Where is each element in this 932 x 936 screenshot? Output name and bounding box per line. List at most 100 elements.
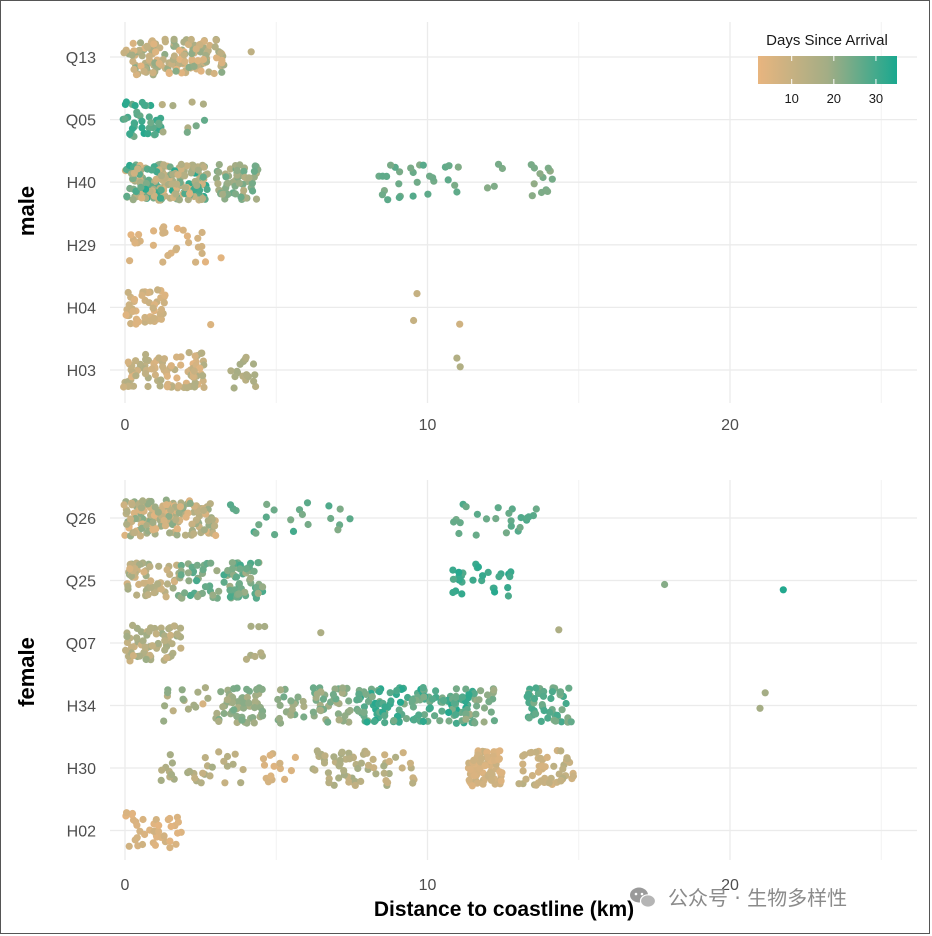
data-point [181,531,190,539]
data-point [528,192,536,200]
data-point [270,506,278,514]
data-point [138,98,146,107]
data-point [415,711,423,719]
x-axis-female: 0 10 20 [121,877,739,894]
data-point [175,196,183,204]
data-point [495,755,503,764]
data-point [472,531,480,539]
data-point [483,753,491,762]
data-point [142,179,150,188]
data-point [259,712,267,720]
data-point [274,695,282,704]
data-point [152,816,160,824]
data-point [436,717,444,725]
data-point [456,363,464,371]
data-point [387,161,395,169]
data-point [130,119,138,127]
data-point [276,765,284,773]
y-tick-label: H04 [67,300,96,317]
data-point [160,832,168,840]
y-tick-label: Q13 [66,50,96,67]
data-point [196,364,204,372]
data-point [259,583,267,591]
data-point [483,184,492,192]
data-point [199,700,207,708]
data-point [381,703,389,711]
data-point [454,163,462,171]
data-point [232,573,241,581]
data-point [251,371,259,379]
data-point [165,69,173,78]
data-point [211,43,219,51]
data-point [363,749,371,757]
data-point [474,563,482,571]
data-point [257,649,265,657]
data-point [406,759,414,767]
data-point [491,588,499,596]
data-point [150,227,158,235]
data-point [186,591,194,600]
data-point [469,576,477,584]
data-point [173,374,181,382]
legend-tick-label: 20 [827,91,841,106]
data-point [129,39,137,48]
data-point [188,520,196,528]
x-tick-label: 0 [121,877,130,894]
data-point [139,637,147,645]
data-point [534,768,543,776]
data-point [170,578,179,586]
data-point [131,239,139,247]
data-point [155,119,163,127]
data-point [384,196,392,204]
data-point [288,706,296,714]
data-point [207,559,215,567]
data-point [396,698,405,706]
data-point [523,693,531,701]
data-point [455,568,463,576]
data-point [122,98,130,106]
data-point [254,559,262,567]
data-point [413,178,421,186]
data-point [206,772,214,780]
data-point [472,710,480,718]
x-axis-title: Distance to coastline (km) [374,898,634,921]
data-point [132,320,140,328]
data-point [200,116,209,124]
data-point [313,747,321,755]
data-point [251,162,259,170]
data-point [133,634,141,642]
data-point [515,780,523,788]
data-point [215,161,223,169]
data-point [148,365,156,373]
data-point [334,710,342,718]
data-point [215,587,223,595]
data-point [250,173,258,181]
y-tick-label: Q25 [66,574,96,591]
legend-tick-label: 30 [869,91,883,106]
data-point [161,522,170,530]
data-point [779,586,787,594]
data-point [410,716,418,724]
data-point [161,637,169,645]
data-point [161,38,169,46]
data-point [137,183,145,191]
data-point [565,684,573,692]
data-point [201,258,210,266]
data-point [444,176,452,184]
data-point [223,696,231,704]
data-point [470,756,478,765]
data-point [213,567,221,575]
y-tick-label: Q07 [66,636,96,653]
data-point [346,706,354,715]
data-point [154,639,162,648]
data-point [357,777,365,786]
data-point [372,770,380,778]
data-point [238,716,246,724]
data-point [240,699,248,707]
data-point [552,717,560,725]
data-point [557,718,566,726]
data-point [242,565,250,573]
data-point [131,102,139,110]
data-point [135,231,143,239]
data-point [167,362,175,370]
